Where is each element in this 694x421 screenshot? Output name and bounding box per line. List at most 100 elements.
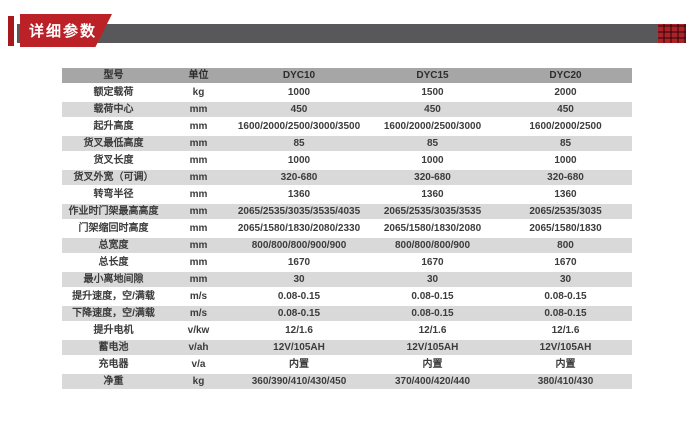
value-cell-dyc20: 380/410/430 bbox=[499, 374, 632, 389]
unit-cell: mm bbox=[165, 153, 232, 168]
table-row: 货叉最低高度 mm 85 85 85 bbox=[62, 136, 632, 151]
table-row: 货叉长度 mm 1000 1000 1000 bbox=[62, 153, 632, 168]
unit-cell: mm bbox=[165, 170, 232, 185]
value-cell-dyc20: 12/1.6 bbox=[499, 323, 632, 338]
unit-cell: mm bbox=[165, 136, 232, 151]
value-cell-dyc10: 800/800/800/900/900 bbox=[232, 238, 366, 253]
unit-cell: mm bbox=[165, 255, 232, 270]
unit-cell: v/kw bbox=[165, 323, 232, 338]
value-cell-dyc20: 1000 bbox=[499, 153, 632, 168]
value-cell-dyc10: 30 bbox=[232, 272, 366, 287]
table-row: 蓄电池 v/ah 12V/105AH 12V/105AH 12V/105AH bbox=[62, 340, 632, 355]
spec-label: 下降速度，空/满载 bbox=[62, 306, 165, 321]
unit-cell: v/ah bbox=[165, 340, 232, 355]
spec-label: 货叉长度 bbox=[62, 153, 165, 168]
spec-label: 总长度 bbox=[62, 255, 165, 270]
table-row: 起升高度 mm 1600/2000/2500/3000/3500 1600/2000/… bbox=[62, 119, 632, 134]
table-row: 额定载荷 kg 1000 1500 2000 bbox=[62, 85, 632, 100]
unit-cell: mm bbox=[165, 238, 232, 253]
value-cell-dyc15: 450 bbox=[366, 102, 499, 117]
column-header-model: 型号 bbox=[62, 68, 165, 83]
unit-cell: mm bbox=[165, 102, 232, 117]
value-cell-dyc10: 12/1.6 bbox=[232, 323, 366, 338]
spec-label: 总宽度 bbox=[62, 238, 165, 253]
spec-label: 货叉最低高度 bbox=[62, 136, 165, 151]
value-cell-dyc15: 370/400/420/440 bbox=[366, 374, 499, 389]
value-cell-dyc10: 1000 bbox=[232, 85, 366, 100]
unit-cell: mm bbox=[165, 272, 232, 287]
value-cell-dyc20: 30 bbox=[499, 272, 632, 287]
spec-label: 门架缩回时高度 bbox=[62, 221, 165, 236]
unit-cell: m/s bbox=[165, 289, 232, 304]
value-cell-dyc15: 800/800/800/900 bbox=[366, 238, 499, 253]
section-title-badge: 详细参数 bbox=[20, 14, 112, 47]
spec-label: 充电器 bbox=[62, 357, 165, 372]
value-cell-dyc10: 450 bbox=[232, 102, 366, 117]
value-cell-dyc20: 85 bbox=[499, 136, 632, 151]
section-title: 详细参数 bbox=[29, 23, 98, 40]
value-cell-dyc20: 450 bbox=[499, 102, 632, 117]
value-cell-dyc20: 320-680 bbox=[499, 170, 632, 185]
column-header-dyc15: DYC15 bbox=[366, 68, 499, 83]
table-row: 下降速度，空/满载 m/s 0.08-0.15 0.08-0.15 0.08-0.15 bbox=[62, 306, 632, 321]
value-cell-dyc10: 0.08-0.15 bbox=[232, 306, 366, 321]
value-cell-dyc10: 360/390/410/430/450 bbox=[232, 374, 366, 389]
spec-label: 最小离地间隙 bbox=[62, 272, 165, 287]
value-cell-dyc15: 1500 bbox=[366, 85, 499, 100]
value-cell-dyc10: 2065/2535/3035/3535/4035 bbox=[232, 204, 366, 219]
value-cell-dyc15: 85 bbox=[366, 136, 499, 151]
spec-label: 载荷中心 bbox=[62, 102, 165, 117]
table-row: 总长度 mm 1670 1670 1670 bbox=[62, 255, 632, 270]
unit-cell: kg bbox=[165, 374, 232, 389]
value-cell-dyc10: 12V/105AH bbox=[232, 340, 366, 355]
value-cell-dyc15: 2065/2535/3035/3535 bbox=[366, 204, 499, 219]
unit-cell: mm bbox=[165, 119, 232, 134]
value-cell-dyc15: 1670 bbox=[366, 255, 499, 270]
unit-cell: mm bbox=[165, 187, 232, 202]
table-row: 提升速度，空/满载 m/s 0.08-0.15 0.08-0.15 0.08-0.15 bbox=[62, 289, 632, 304]
value-cell-dyc10: 1360 bbox=[232, 187, 366, 202]
unit-cell: m/s bbox=[165, 306, 232, 321]
value-cell-dyc20: 2000 bbox=[499, 85, 632, 100]
spec-table-body: 额定载荷 kg 1000 1500 2000 载荷中心 mm 450 450 450 起升高度 mm 1… bbox=[62, 85, 632, 389]
value-cell-dyc15: 内置 bbox=[366, 357, 499, 372]
value-cell-dyc10: 320-680 bbox=[232, 170, 366, 185]
unit-cell: mm bbox=[165, 221, 232, 236]
table-row: 门架缩回时高度 mm 2065/1580/1830/2080/2330 2065/15… bbox=[62, 221, 632, 236]
table-row: 充电器 v/a 内置 内置 内置 bbox=[62, 357, 632, 372]
table-row: 提升电机 v/kw 12/1.6 12/1.6 12/1.6 bbox=[62, 323, 632, 338]
value-cell-dyc20: 1600/2000/2500 bbox=[499, 119, 632, 134]
spec-label: 额定载荷 bbox=[62, 85, 165, 100]
value-cell-dyc15: 320-680 bbox=[366, 170, 499, 185]
table-row: 转弯半径 mm 1360 1360 1360 bbox=[62, 187, 632, 202]
value-cell-dyc15: 12/1.6 bbox=[366, 323, 499, 338]
value-cell-dyc15: 1360 bbox=[366, 187, 499, 202]
table-row: 载荷中心 mm 450 450 450 bbox=[62, 102, 632, 117]
spec-label: 作业时门架最高高度 bbox=[62, 204, 165, 219]
value-cell-dyc15: 1600/2000/2500/3000 bbox=[366, 119, 499, 134]
table-row: 货叉外宽（可调） mm 320-680 320-680 320-680 bbox=[62, 170, 632, 185]
value-cell-dyc15: 12V/105AH bbox=[366, 340, 499, 355]
value-cell-dyc15: 0.08-0.15 bbox=[366, 289, 499, 304]
table-row: 净重 kg 360/390/410/430/450 370/400/420/440 38… bbox=[62, 374, 632, 389]
value-cell-dyc10: 2065/1580/1830/2080/2330 bbox=[232, 221, 366, 236]
spec-label: 货叉外宽（可调） bbox=[62, 170, 165, 185]
value-cell-dyc15: 2065/1580/1830/2080 bbox=[366, 221, 499, 236]
column-header-dyc20: DYC20 bbox=[499, 68, 632, 83]
value-cell-dyc15: 0.08-0.15 bbox=[366, 306, 499, 321]
value-cell-dyc20: 1670 bbox=[499, 255, 632, 270]
red-grid-decoration-icon bbox=[658, 24, 686, 43]
spec-label: 提升速度，空/满载 bbox=[62, 289, 165, 304]
value-cell-dyc20: 2065/1580/1830 bbox=[499, 221, 632, 236]
value-cell-dyc10: 1670 bbox=[232, 255, 366, 270]
value-cell-dyc15: 1000 bbox=[366, 153, 499, 168]
column-header-dyc10: DYC10 bbox=[232, 68, 366, 83]
red-accent-bar bbox=[8, 16, 14, 46]
value-cell-dyc10: 1600/2000/2500/3000/3500 bbox=[232, 119, 366, 134]
value-cell-dyc15: 30 bbox=[366, 272, 499, 287]
value-cell-dyc10: 内置 bbox=[232, 357, 366, 372]
value-cell-dyc20: 12V/105AH bbox=[499, 340, 632, 355]
header-bar bbox=[17, 24, 686, 43]
spec-label: 净重 bbox=[62, 374, 165, 389]
spec-table: 型号 单位 DYC10 DYC15 DYC20 额定载荷 kg 1000 1500 20… bbox=[62, 66, 632, 391]
